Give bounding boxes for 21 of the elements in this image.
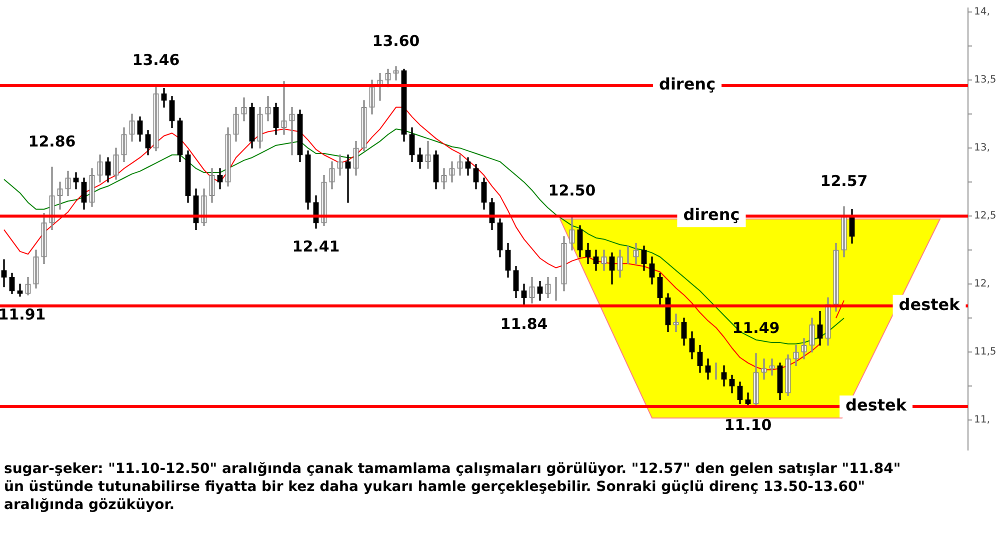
y-tick-label: 14, [974,6,990,18]
annotation: 13.60 [372,32,420,50]
annotation: 12.57 [820,172,868,190]
y-tick-label: 12,5 [974,210,996,222]
ref-line-label: destek [846,396,907,415]
annotation: 12.50 [548,181,596,200]
y-tick-label: 12, [974,278,990,290]
annotation: 11.10 [724,416,772,434]
ref-line-label: direnç [683,205,740,224]
y-tick-label: 11, [974,414,990,426]
annotation: 11.91 [0,306,46,324]
y-tick-label: 13, [974,142,990,154]
y-tick-label: 13,5 [974,74,996,86]
annotation: 11.84 [500,315,548,334]
annotation: 13.46 [132,50,180,69]
y-tick-label: 11,5 [974,346,996,358]
text: sugar-şeker: "11.10-12.50" aralığında çanak tamamlama çalışmaları görülüyor. "12.57" den gelen satışlar "11.84" ün üstünde tutunabilirse fiyatta bir kez daha yukarı hamle gerçekleşebilir. Sonraki güçlü direnç 13.50-13.60" aralığında gözüküyor. [4,461,901,513]
annotation: 12.41 [292,238,340,256]
annotation: 12.86 [28,132,76,151]
ref-line-label: direnç [659,74,716,94]
ref-line-label: destek [898,294,960,314]
